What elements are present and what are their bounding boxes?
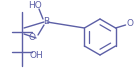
Text: O: O	[126, 19, 133, 27]
Text: OH: OH	[29, 51, 43, 61]
Text: O: O	[29, 32, 36, 41]
Text: B: B	[43, 16, 49, 26]
Text: HO: HO	[28, 1, 42, 10]
